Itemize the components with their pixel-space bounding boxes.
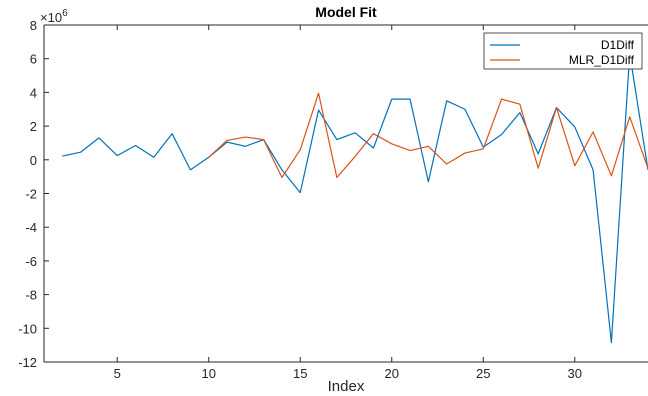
y-tick-label: 0 [30,153,37,168]
legend-label-d1diff: D1Diff [601,38,635,52]
x-tick-label: 20 [385,366,399,381]
y-tick-label: 6 [30,52,37,67]
x-tick-label: 10 [201,366,215,381]
y-exponent-power: 6 [62,8,68,19]
y-tick-label: -6 [25,254,37,269]
legend-label-mlr-d1diff: MLR_D1Diff [569,53,635,67]
series-layer [62,53,648,344]
y-tick-label: -8 [25,288,37,303]
axes-layer: 5 10 15 20 25 30 -12 -10 -8 -6 -4 -2 0 2 4 6 8 [18,18,648,381]
plot-area: 5 10 15 20 25 30 -12 -10 -8 -6 -4 -2 0 2 4 6 8 [18,18,648,381]
y-tick-label: -10 [18,321,37,336]
legend[interactable]: D1Diff MLR_D1Diff [483,32,643,70]
y-exponent-label: ×106 [40,8,68,25]
y-tick-label: -12 [18,355,37,370]
series-line-mlr-d1diff [208,92,648,179]
y-tick-label: 4 [30,85,37,100]
x-tick-label: 15 [293,366,307,381]
legend-box [483,32,643,70]
series-line-d1diff [62,53,648,344]
x-tick-label: 25 [476,366,490,381]
y-tick-label: 2 [30,119,37,134]
y-tick-label: 8 [30,18,37,33]
y-tick-label: -4 [25,220,37,235]
x-tick-label: 30 [568,366,582,381]
y-tick-label: -2 [25,187,37,202]
plot-background [44,25,648,362]
x-axis-title: Index [328,378,365,395]
y-exponent-base: ×10 [40,10,62,25]
x-tick-label: 5 [114,366,121,381]
chart-title: Model Fit [315,4,377,20]
